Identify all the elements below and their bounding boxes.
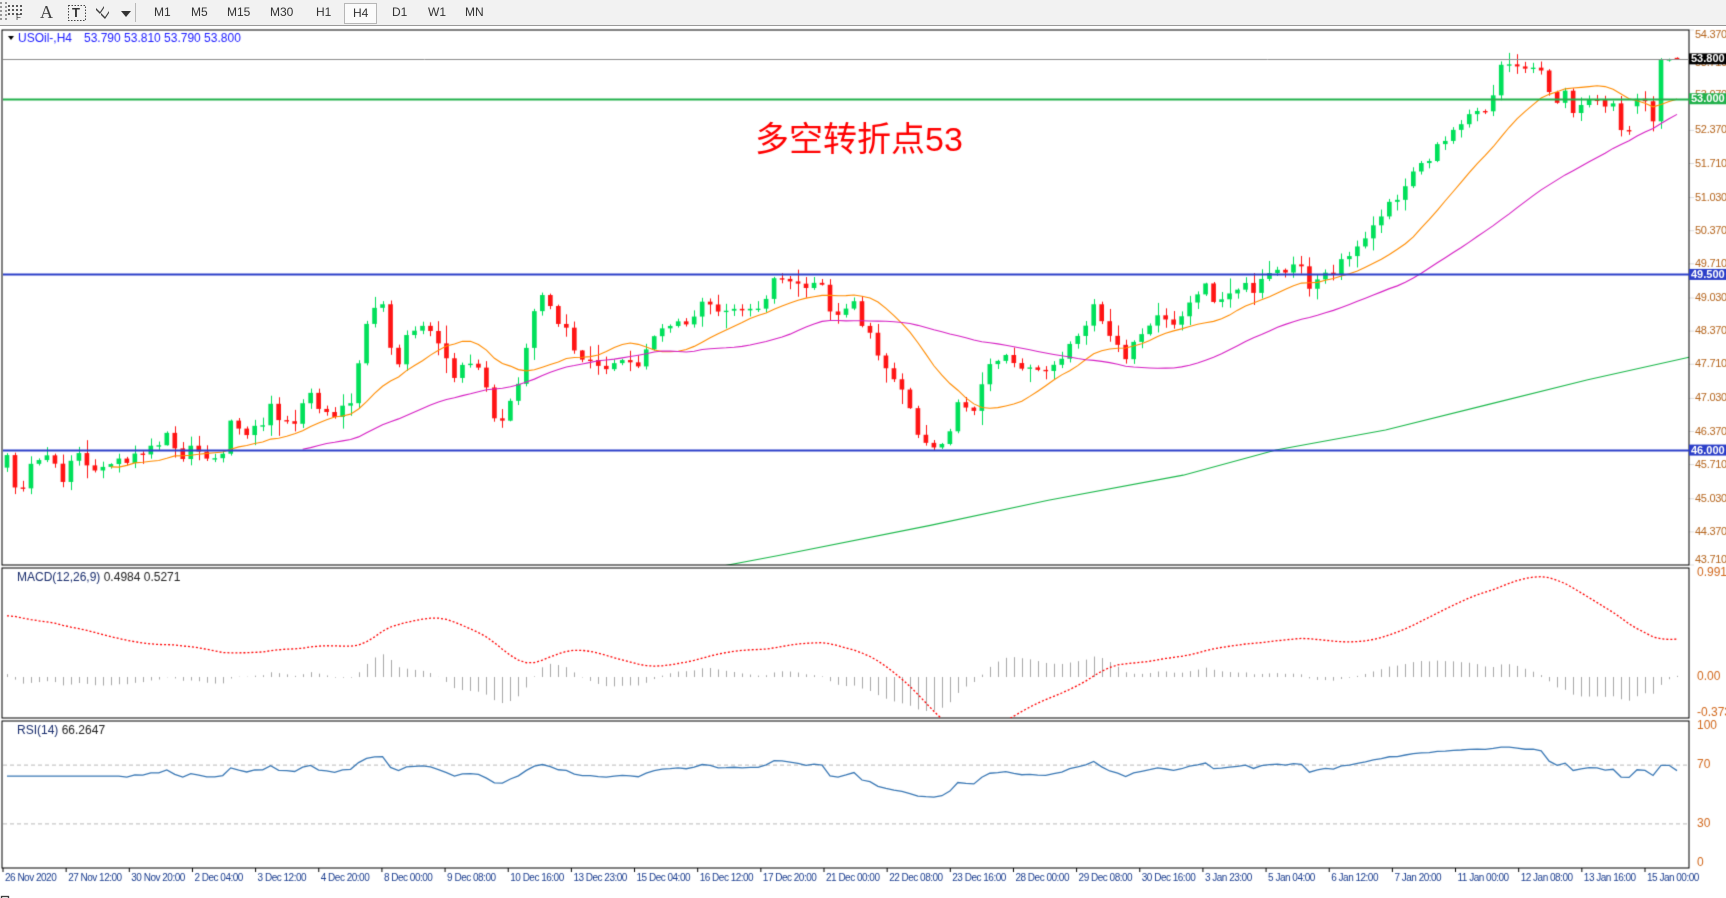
svg-text:F: F: [16, 13, 21, 21]
svg-text:T: T: [72, 5, 80, 20]
